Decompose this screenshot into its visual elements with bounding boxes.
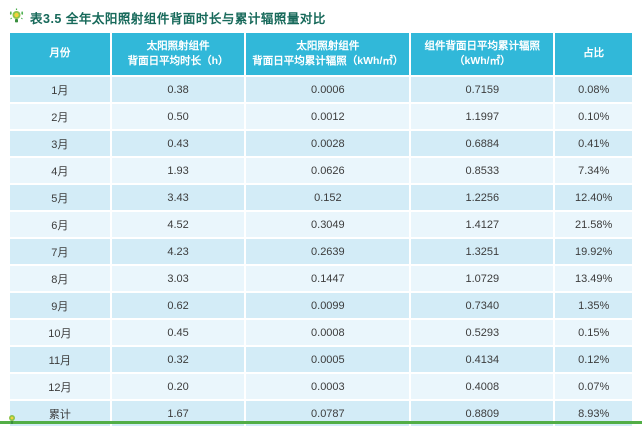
- value-cell: 0.10%: [553, 102, 634, 131]
- value-cell: 19.92%: [553, 237, 634, 266]
- footer-divider: [0, 415, 642, 424]
- column-header-2: 太阳照射组件 背面日平均累计辐照（kWh/㎡）: [244, 31, 412, 77]
- value-cell: 0.12%: [553, 345, 634, 374]
- value-cell: 3.43: [109, 183, 247, 212]
- table-row: 2月 0.50 0.0012 1.1997 0.10%: [8, 102, 634, 131]
- table-body: 1月 0.38 0.0006 0.7159 0.08% 2月 0.50 0.0012 1.199…: [8, 75, 634, 428]
- month-cell: 4月: [8, 156, 112, 185]
- value-cell: 0.0005: [244, 345, 412, 374]
- value-cell: 0.0099: [244, 291, 412, 320]
- table-row: 6月 4.52 0.3049 1.4127 21.58%: [8, 210, 634, 239]
- month-cell: 7月: [8, 237, 112, 266]
- column-header-4: 占比: [553, 31, 634, 77]
- month-cell: 2月: [8, 102, 112, 131]
- plant-bulb-icon: [8, 8, 25, 26]
- value-cell: 0.8533: [409, 156, 556, 185]
- value-cell: 3.03: [109, 264, 247, 293]
- month-cell: 6月: [8, 210, 112, 239]
- value-cell: 1.3251: [409, 237, 556, 266]
- value-cell: 0.0008: [244, 318, 412, 347]
- month-cell: 10月: [8, 318, 112, 347]
- table-header: 月份 太阳照射组件 背面日平均时长（h） 太阳照射组件 背面日平均累计辐照（kWh/…: [8, 31, 634, 77]
- value-cell: 1.4127: [409, 210, 556, 239]
- value-cell: 1.1997: [409, 102, 556, 131]
- value-cell: 0.3049: [244, 210, 412, 239]
- column-header-1: 太阳照射组件 背面日平均时长（h）: [109, 31, 247, 77]
- value-cell: 0.15%: [553, 318, 634, 347]
- value-cell: 7.34%: [553, 156, 634, 185]
- table-row: 5月 3.43 0.152 1.2256 12.40%: [8, 183, 634, 212]
- value-cell: 0.1447: [244, 264, 412, 293]
- value-cell: 0.0028: [244, 129, 412, 158]
- table-row: 9月 0.62 0.0099 0.7340 1.35%: [8, 291, 634, 320]
- value-cell: 0.62: [109, 291, 247, 320]
- table-row: 1月 0.38 0.0006 0.7159 0.08%: [8, 75, 634, 104]
- value-cell: 0.4134: [409, 345, 556, 374]
- value-cell: 4.23: [109, 237, 247, 266]
- table-row: 8月 3.03 0.1447 1.0729 13.49%: [8, 264, 634, 293]
- value-cell: 0.32: [109, 345, 247, 374]
- value-cell: 1.35%: [553, 291, 634, 320]
- value-cell: 0.08%: [553, 75, 634, 104]
- table-title: 表3.5 全年太阳照射组件背面时长与累计辐照量对比: [30, 11, 326, 26]
- header-row: 月份 太阳照射组件 背面日平均时长（h） 太阳照射组件 背面日平均累计辐照（kWh/…: [8, 31, 634, 77]
- value-cell: 0.07%: [553, 372, 634, 401]
- value-cell: 1.2256: [409, 183, 556, 212]
- value-cell: 0.38: [109, 75, 247, 104]
- column-header-0: 月份: [8, 31, 112, 77]
- value-cell: 0.0626: [244, 156, 412, 185]
- value-cell: 0.20: [109, 372, 247, 401]
- table-row: 3月 0.43 0.0028 0.6884 0.41%: [8, 129, 634, 158]
- month-cell: 11月: [8, 345, 112, 374]
- month-cell: 1月: [8, 75, 112, 104]
- table-row: 12月 0.20 0.0003 0.4008 0.07%: [8, 372, 634, 401]
- value-cell: 0.5293: [409, 318, 556, 347]
- value-cell: 1.93: [109, 156, 247, 185]
- value-cell: 0.4008: [409, 372, 556, 401]
- value-cell: 0.6884: [409, 129, 556, 158]
- month-cell: 12月: [8, 372, 112, 401]
- column-header-3: 组件背面日平均累计辐照 （kWh/㎡）: [409, 31, 556, 77]
- month-cell: 9月: [8, 291, 112, 320]
- value-cell: 12.40%: [553, 183, 634, 212]
- value-cell: 21.58%: [553, 210, 634, 239]
- value-cell: 0.0003: [244, 372, 412, 401]
- table-row: 4月 1.93 0.0626 0.8533 7.34%: [8, 156, 634, 185]
- month-cell: 5月: [8, 183, 112, 212]
- month-cell: 3月: [8, 129, 112, 158]
- value-cell: 0.45: [109, 318, 247, 347]
- value-cell: 0.43: [109, 129, 247, 158]
- value-cell: 0.0012: [244, 102, 412, 131]
- table-row: 10月 0.45 0.0008 0.5293 0.15%: [8, 318, 634, 347]
- sprout-icon: [6, 413, 18, 425]
- value-cell: 0.7159: [409, 75, 556, 104]
- data-table: 月份 太阳照射组件 背面日平均时长（h） 太阳照射组件 背面日平均累计辐照（kWh/…: [8, 31, 634, 428]
- value-cell: 0.41%: [553, 129, 634, 158]
- value-cell: 0.50: [109, 102, 247, 131]
- value-cell: 4.52: [109, 210, 247, 239]
- value-cell: 0.7340: [409, 291, 556, 320]
- value-cell: 1.0729: [409, 264, 556, 293]
- value-cell: 0.152: [244, 183, 412, 212]
- value-cell: 0.2639: [244, 237, 412, 266]
- value-cell: 13.49%: [553, 264, 634, 293]
- value-cell: 0.0006: [244, 75, 412, 104]
- table-caption-bar: 表3.5 全年太阳照射组件背面时长与累计辐照量对比: [8, 5, 634, 29]
- table-row: 7月 4.23 0.2639 1.3251 19.92%: [8, 237, 634, 266]
- table-row: 11月 0.32 0.0005 0.4134 0.12%: [8, 345, 634, 374]
- month-cell: 8月: [8, 264, 112, 293]
